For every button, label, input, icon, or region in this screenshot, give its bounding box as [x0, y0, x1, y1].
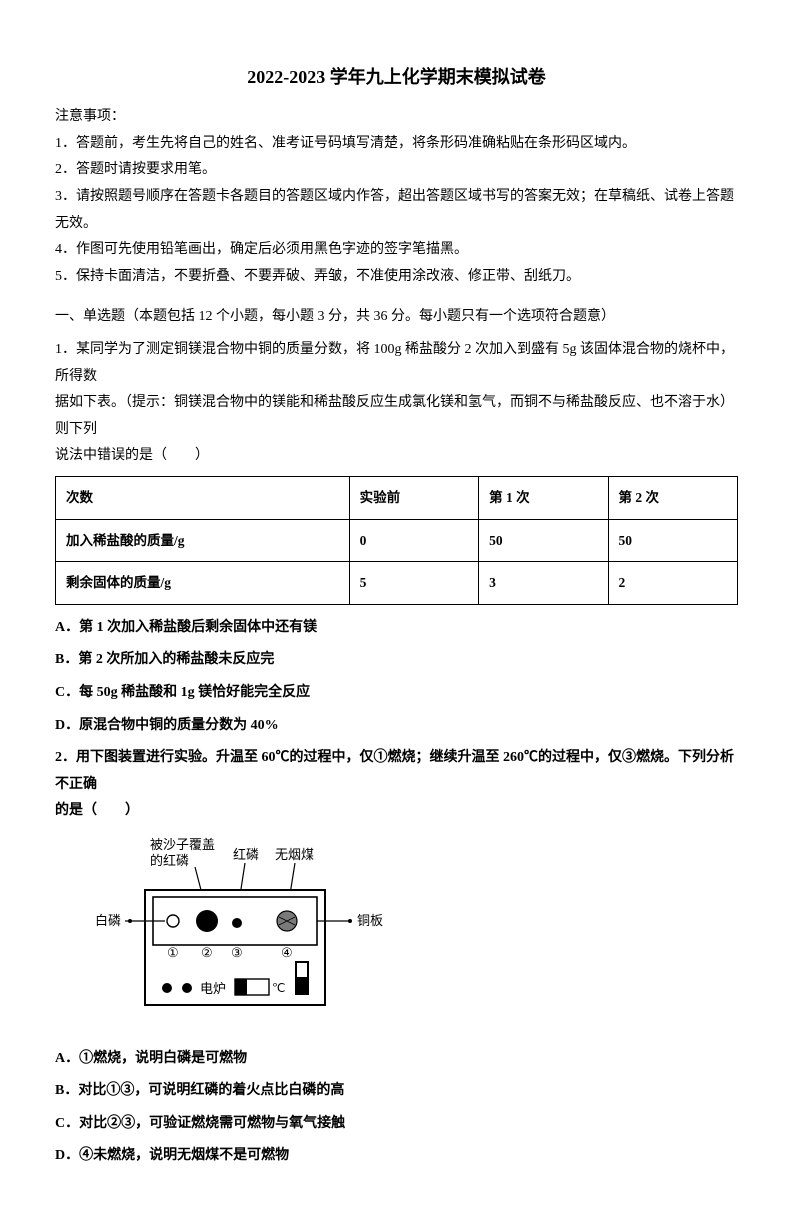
table-cell: 2: [608, 562, 737, 605]
table-cell: 5: [349, 562, 478, 605]
part1-header: 一、单选题（本题包括 12 个小题，每小题 3 分，共 36 分。每小题只有一个…: [55, 304, 738, 331]
q1-option-c: C．每 50g 稀盐酸和 1g 镁恰好能完全反应: [55, 680, 738, 707]
q2-option-c: C．对比②③，可验证燃烧需可燃物与氧气接触: [55, 1111, 738, 1138]
table-cell: 实验前: [349, 476, 478, 519]
q1-stem-line: 据如下表。（提示：铜镁混合物中的镁能和稀盐酸反应生成氯化镁和氢气，而铜不与稀盐酸…: [55, 390, 738, 443]
q1-stem-line: 1．某同学为了测定铜镁混合物中铜的质量分数，将 100g 稀盐酸分 2 次加入到…: [55, 337, 738, 390]
page-title: 2022-2023 学年九上化学期末模拟试卷: [55, 60, 738, 94]
q2-stem-line: 的是（ ）: [55, 798, 738, 825]
temp-display-dark: [235, 979, 247, 995]
label-white-p: 白磷: [95, 913, 121, 928]
q1-stem-line: 说法中错误的是（ ）: [55, 443, 738, 470]
table-cell: 加入稀盐酸的质量/g: [56, 519, 350, 562]
instruction-item: 3．请按照题号顺序在答题卡各题目的答题区域内作答，超出答题区域书写的答案无效；在…: [55, 184, 738, 237]
table-cell: 3: [479, 562, 608, 605]
circle-num-2: ②: [201, 945, 213, 960]
circle-num-1: ①: [167, 945, 179, 960]
notice-label: 注意事项：: [55, 104, 738, 131]
sample-red-p-icon: [232, 918, 242, 928]
table-cell: 50: [479, 519, 608, 562]
table-cell: 次数: [56, 476, 350, 519]
label-unit: ℃: [272, 981, 285, 995]
label-copper-plate: 铜板: [357, 913, 383, 928]
instructions-block: 注意事项： 1．答题前，考生先将自己的姓名、准考证号码填写清楚，将条形码准确粘贴…: [55, 104, 738, 290]
q1-option-b: B．第 2 次所加入的稀盐酸未反应完: [55, 647, 738, 674]
question-2: 2．用下图装置进行实验。升温至 60℃的过程中，仅①燃烧；继续升温至 260℃的…: [55, 745, 738, 825]
instruction-item: 2．答题时请按要求用笔。: [55, 157, 738, 184]
circle-num-4: ④: [281, 945, 293, 960]
instruction-item: 5．保持卡面清洁，不要折叠、不要弄破、弄皱，不准使用涂改液、修正带、刮纸刀。: [55, 264, 738, 291]
sample-sand-red-p-icon: [196, 910, 218, 932]
q1-option-d: D．原混合物中铜的质量分数为 40%: [55, 713, 738, 740]
table-cell: 剩余固体的质量/g: [56, 562, 350, 605]
table-cell: 第 1 次: [479, 476, 608, 519]
instruction-item: 4．作图可先使用铅笔画出，确定后必须用黑色字迹的签字笔描黑。: [55, 237, 738, 264]
q2-option-a: A．①燃烧，说明白磷是可燃物: [55, 1046, 738, 1073]
instruction-item: 1．答题前，考生先将自己的姓名、准考证号码填写清楚，将条形码准确粘贴在条形码区域…: [55, 131, 738, 158]
experiment-diagram: 被沙子覆盖 的红磷 红磷 无烟煤 白磷 铜板 ① ② ③ ④: [95, 835, 738, 1036]
q2-option-d: D．④未燃烧，说明无烟煤不是可燃物: [55, 1143, 738, 1170]
switch-icon-highlight: [297, 963, 307, 977]
knob-icon: [182, 983, 192, 993]
dot-icon: [348, 919, 352, 923]
question-1: 1．某同学为了测定铜镁混合物中铜的质量分数，将 100g 稀盐酸分 2 次加入到…: [55, 337, 738, 470]
dot-icon: [128, 919, 132, 923]
label-sand-red-p-1: 被沙子覆盖: [150, 837, 215, 852]
q1-option-a: A．第 1 次加入稀盐酸后剩余固体中还有镁: [55, 615, 738, 642]
table-cell: 第 2 次: [608, 476, 737, 519]
table-cell: 50: [608, 519, 737, 562]
q1-data-table: 次数 实验前 第 1 次 第 2 次 加入稀盐酸的质量/g 0 50 50 剩余…: [55, 476, 738, 605]
sample-white-p-icon: [167, 915, 179, 927]
q2-option-b: B．对比①③，可说明红磷的着火点比白磷的高: [55, 1078, 738, 1105]
q2-stem-line: 2．用下图装置进行实验。升温至 60℃的过程中，仅①燃烧；继续升温至 260℃的…: [55, 745, 738, 798]
label-coal: 无烟煤: [275, 847, 314, 862]
knob-icon: [162, 983, 172, 993]
table-row: 加入稀盐酸的质量/g 0 50 50: [56, 519, 738, 562]
table-row: 次数 实验前 第 1 次 第 2 次: [56, 476, 738, 519]
label-red-p: 红磷: [233, 847, 259, 862]
table-row: 剩余固体的质量/g 5 3 2: [56, 562, 738, 605]
table-cell: 0: [349, 519, 478, 562]
label-sand-red-p-2: 的红磷: [150, 853, 189, 868]
label-stove: 电炉: [200, 981, 226, 996]
circle-num-3: ③: [231, 945, 243, 960]
